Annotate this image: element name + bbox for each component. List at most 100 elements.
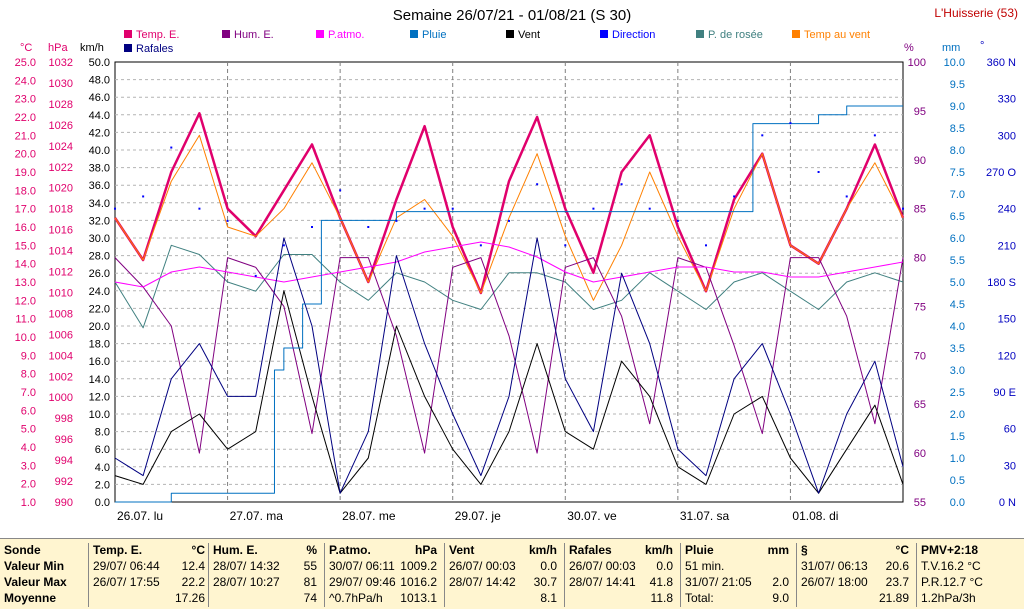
wind-tick-label: 28.0 (89, 251, 110, 263)
wind-tick-label: 38.0 (89, 163, 110, 175)
temp-tick-label: 20.0 (15, 149, 36, 161)
direction-point (592, 207, 595, 210)
direction-tick-label: 240 (998, 204, 1016, 216)
direction-point (845, 195, 848, 198)
direction-point (367, 226, 370, 228)
stats-col-1: Hum. E.% 28/07/ 14:32 55 28/07/ 10:27 81 74 (208, 543, 321, 607)
stats-cell-value: 1016.2 (400, 575, 437, 589)
temp-tick-label: 7.0 (21, 387, 36, 399)
stats-cell-value: 0.0 (540, 559, 557, 573)
temp-tick-label: 22.0 (15, 112, 36, 124)
stats-col-2: P.atmo. hPa 30/07/ 06:11 1009.2 29/07/ 09:46… (324, 543, 441, 607)
stats-col-unit: km/h (644, 543, 673, 557)
wind-tick-label: 22.0 (89, 303, 110, 315)
rain-tick-label: 5.5 (950, 255, 965, 267)
stats-cell-value: 8.1 (540, 591, 557, 605)
stats-cell-value: 74 (303, 591, 317, 605)
temp-tick-label: 8.0 (21, 369, 36, 381)
legend-swatch (506, 30, 514, 38)
rain-tick-label: 9.0 (950, 101, 965, 113)
stats-col-0: Temp. E. °C 29/07/ 06:44 12.4 26/07/ 17:55 22… (88, 543, 209, 607)
humidity-tick-label: 75 (914, 301, 926, 313)
chart-legend: Temp. E. Hum. E. P.atmo. Pluie Vent Direction… (124, 29, 870, 55)
wind-tick-label: 36.0 (89, 180, 110, 192)
humidity-tick-label: 60 (914, 448, 926, 460)
temp-tick-label: 25.0 (15, 57, 36, 69)
temp-tick-label: 13.0 (15, 277, 36, 289)
pressure-tick-label: 996 (55, 434, 73, 446)
wind-axis-unit: km/h (80, 42, 104, 54)
direction-point (789, 122, 792, 125)
direction-point (254, 274, 257, 277)
direction-tick-label: 270 O (986, 167, 1016, 179)
direction-point (705, 244, 707, 247)
legend-swatch (410, 30, 418, 38)
rain-tick-label: 6.5 (950, 211, 965, 223)
direction-point (620, 183, 623, 186)
x-day-label: 01.08. di (792, 509, 838, 523)
direction-point (817, 171, 820, 173)
rain-tick-label: 3.0 (950, 365, 965, 377)
stats-label-min: Valeur Min (4, 559, 65, 573)
humidity-tick-label: 90 (914, 155, 926, 167)
rain-tick-label: 5.0 (950, 277, 965, 289)
series-pluie (115, 105, 903, 503)
legend-label: Temp. E. (136, 29, 179, 41)
legend-label: Rafales (136, 43, 174, 55)
direction-tick-label: 330 (998, 94, 1016, 106)
wind-tick-label: 18.0 (89, 339, 110, 351)
wind-tick-label: 44.0 (89, 110, 110, 122)
temp-tick-label: 6.0 (21, 405, 36, 417)
stats-cell-value: 1009.2 (400, 559, 437, 573)
pressure-tick-label: 1022 (49, 162, 73, 174)
stats-cell-value: 21.89 (878, 591, 909, 605)
stats-cell-date: 28/07/ 14:32 (213, 559, 280, 573)
stats-col-title: P.atmo. (329, 543, 371, 557)
direction-point (733, 195, 736, 198)
rain-tick-label: 2.0 (950, 409, 965, 421)
wind-tick-label: 26.0 (89, 268, 110, 280)
stats-col-unit: % (306, 543, 317, 557)
chart-title: Semaine 26/07/21 - 01/08/21 (S 30) (393, 7, 632, 24)
stats-cell-date: 31/07/ 21:05 (685, 575, 752, 589)
rain-tick-label: 1.0 (950, 453, 965, 465)
stats-cell-date: 28/07/ 14:41 (569, 575, 636, 589)
direction-axis-unit: ° (980, 40, 984, 52)
wind-tick-label: 46.0 (89, 92, 110, 104)
temp-tick-label: 18.0 (15, 185, 36, 197)
humidity-tick-label: 95 (914, 106, 926, 118)
direction-point (676, 219, 679, 222)
wind-tick-label: 30.0 (89, 233, 110, 245)
rain-tick-label: 1.5 (950, 431, 965, 443)
stats-cell-date: ^0.7hPa/h (329, 591, 383, 605)
rain-tick-label: 8.0 (950, 145, 965, 157)
rain-tick-label: 2.5 (950, 387, 965, 399)
pressure-tick-label: 994 (55, 455, 73, 467)
temp-axis-unit: °C (20, 42, 32, 54)
axes-ticks: 25.0 24.0 23.0 22.0 21.0 20.0 19.0 18.0 17.0 16.0… (15, 57, 1017, 509)
direction-tick-label: 180 S (987, 277, 1016, 289)
series-p-de-ros-e (114, 244, 904, 329)
plot-area (114, 61, 904, 503)
stats-row-labels: Sonde Valeur Min Valeur Max Moyenne (4, 543, 84, 607)
pressure-tick-label: 1024 (49, 141, 73, 153)
stats-cell-date: 31/07/ 06:13 (801, 559, 868, 573)
wind-tick-label: 4.0 (95, 462, 110, 474)
x-day-label: 28.07. me (342, 509, 396, 523)
wind-tick-label: 24.0 (89, 286, 110, 298)
stats-cell-value: 30.7 (533, 575, 557, 589)
humidity-tick-label: 70 (914, 350, 926, 362)
direction-tick-label: 150 (998, 314, 1016, 326)
humidity-tick-label: 65 (914, 399, 926, 411)
stats-col-title: Vent (449, 543, 475, 557)
pressure-tick-label: 1016 (49, 225, 73, 237)
legend-swatch (124, 30, 132, 38)
stats-cell-date: 26/07/ 00:03 (449, 559, 516, 573)
direction-point (536, 183, 539, 186)
direction-point (902, 207, 904, 210)
x-day-label: 30.07. ve (567, 509, 617, 523)
rain-tick-label: 7.0 (950, 189, 965, 201)
stats-cell-value: 55 (303, 559, 317, 573)
stats-cell-value: 0.0 (656, 559, 673, 573)
stats-label-sonde: Sonde (4, 543, 41, 557)
